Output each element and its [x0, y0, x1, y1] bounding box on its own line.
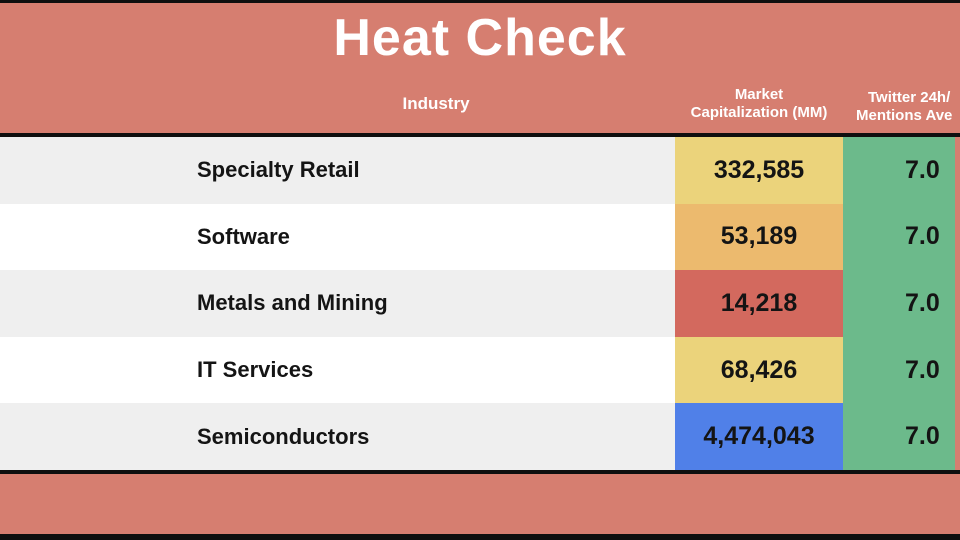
market-cap-cell: 4,474,043: [675, 403, 843, 470]
footer-divider-rule: [0, 470, 960, 474]
header-divider-rule: [0, 133, 960, 137]
mentions-cell: 7.0: [843, 403, 955, 470]
column-header-market-cap: Market Capitalization (MM): [675, 86, 843, 122]
column-header-twitter-line2: Mentions Ave: [856, 107, 953, 124]
heat-check-table: Specialty Retail 332,585 7.0 Software 53…: [0, 137, 955, 470]
market-cap-cell: 14,218: [675, 270, 843, 337]
mentions-cell: 7.0: [843, 203, 955, 271]
bottom-border-rule: [0, 534, 960, 540]
mentions-cell: 7.0: [843, 137, 955, 204]
top-border-rule: [0, 0, 960, 3]
page-title: Heat Check: [333, 9, 627, 67]
industry-cell: IT Services: [197, 357, 314, 383]
mentions-cell: 7.0: [843, 336, 955, 404]
market-cap-cell: 332,585: [675, 137, 843, 204]
market-cap-cell: 53,189: [675, 203, 843, 271]
column-header-market-cap-line1: Market: [734, 86, 784, 103]
table-row: IT Services 68,426 7.0: [0, 336, 955, 404]
mentions-cell: 7.0: [843, 270, 955, 337]
column-header-market-cap-line2: Capitalization (MM): [690, 104, 828, 121]
column-header-twitter-line1: Twitter 24h/: [868, 89, 951, 106]
industry-cell: Metals and Mining: [197, 290, 388, 316]
table-row: Specialty Retail 332,585 7.0: [0, 137, 955, 204]
industry-cell: Specialty Retail: [197, 157, 360, 183]
table-row: Metals and Mining 14,218 7.0: [0, 270, 955, 337]
table-row: Semiconductors 4,474,043 7.0: [0, 403, 955, 470]
industry-cell: Semiconductors: [197, 423, 370, 449]
table-row: Software 53,189 7.0: [0, 203, 955, 271]
column-header-industry: Industry: [402, 94, 470, 113]
market-cap-cell: 68,426: [675, 336, 843, 404]
industry-cell: Software: [197, 223, 290, 249]
